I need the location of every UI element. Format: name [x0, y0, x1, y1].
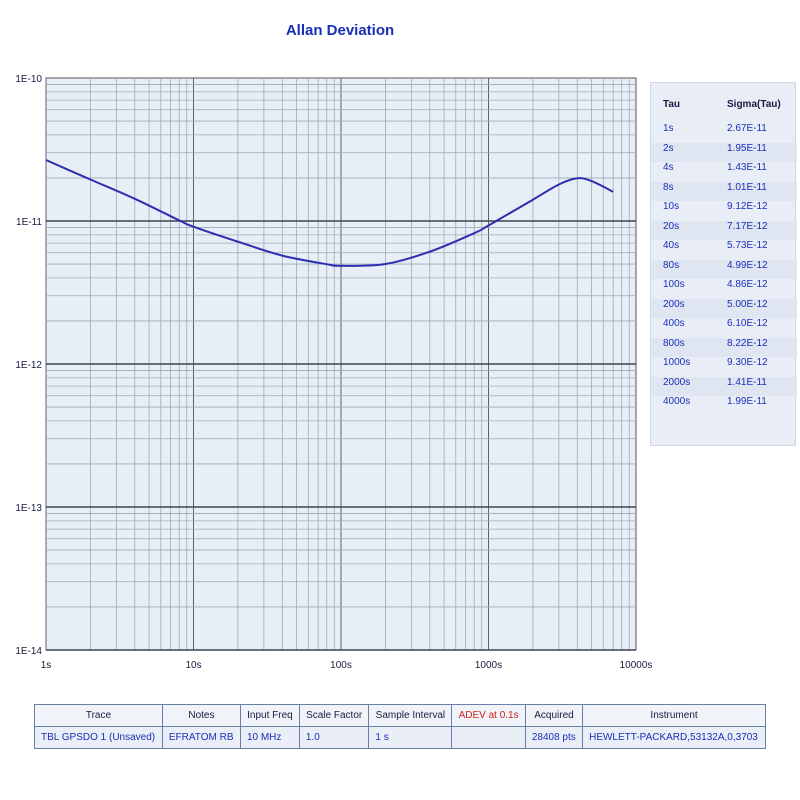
x-tick-label: 100s — [330, 660, 352, 671]
y-tick-label: 1E-13 — [15, 503, 42, 514]
tau-value: 2s — [663, 142, 674, 154]
col-acquired: Acquired — [524, 704, 584, 727]
sigma-value: 9.30E-12 — [727, 357, 768, 368]
tau-value: 4000s — [663, 396, 691, 407]
tau-value: 20s — [663, 220, 680, 232]
tau-row: 1s 2.67E-11 — [651, 123, 797, 142]
tau-header: Tau — [663, 99, 681, 110]
sigma-value: 1.99E-11 — [727, 396, 767, 407]
table-row[interactable]: TBL GPSDO 1 (Unsaved) EFRATOM RB 10 MHz … — [34, 726, 766, 749]
y-tick-label: 1E-10 — [15, 74, 42, 85]
sigma-value: 9.12E-12 — [727, 201, 768, 212]
col-instrument: Instrument — [582, 704, 766, 727]
acquired-cell: 28408 pts — [524, 726, 584, 749]
tau-value: 4s — [663, 162, 674, 173]
grid — [45, 78, 636, 651]
sigma-value: 1.01E-11 — [727, 181, 767, 193]
sigma-value: 5.00E-12 — [727, 298, 768, 310]
sigma-value: 2.67E-11 — [727, 123, 767, 134]
tau-row: 20s 7.17E-12 — [651, 220, 797, 240]
tau-row: 200s 5.00E-12 — [651, 298, 797, 318]
tau-value: 800s — [663, 337, 685, 349]
sigma-value: 4.99E-12 — [727, 259, 768, 271]
col-trace: Trace — [34, 704, 163, 727]
tau-value: 100s — [663, 279, 685, 290]
col-scale-factor: Scale Factor — [298, 704, 370, 727]
tau-row: 80s 4.99E-12 — [651, 259, 797, 279]
tau-row: 1000s 9.30E-12 — [651, 357, 797, 376]
sigma-value: 8.22E-12 — [727, 337, 768, 349]
tau-value: 40s — [663, 240, 680, 251]
adev-cell — [451, 726, 526, 749]
sigma-value: 5.73E-12 — [727, 240, 768, 251]
allan-deviation-plot: 1s 10s 100s 1000s 10000s 1E-10 1E-11 1E-12 1E-13… — [15, 74, 652, 671]
input-freq-cell: 10 MHz — [239, 726, 300, 749]
y-tick-label: 1E-14 — [15, 646, 42, 657]
sigma-value: 1.41E-11 — [727, 376, 767, 388]
tau-row: 4s 1.43E-11 — [651, 162, 797, 181]
col-notes: Notes — [161, 704, 241, 727]
tau-value: 80s — [663, 259, 680, 271]
tau-value: 1s — [663, 123, 674, 134]
sigma-value: 4.86E-12 — [727, 279, 768, 290]
tau-value: 400s — [663, 318, 685, 329]
tau-row: 8s 1.01E-11 — [651, 181, 797, 201]
trace-info-table: Trace Notes Input Freq Scale Factor Samp… — [34, 704, 766, 749]
tau-row: 100s 4.86E-12 — [651, 279, 797, 298]
tau-row: 10s 9.12E-12 — [651, 201, 797, 220]
tau-row: 2000s 1.41E-11 — [651, 376, 797, 396]
trace-table-header-row: Trace Notes Input Freq Scale Factor Samp… — [34, 704, 766, 727]
tau-value: 2000s — [663, 376, 691, 388]
trace-cell: TBL GPSDO 1 (Unsaved) — [34, 726, 163, 749]
x-tick-label: 10s — [185, 660, 201, 671]
tick-labels: 1s 10s 100s 1000s 10000s 1E-10 1E-11 1E-12 1E-13… — [15, 74, 652, 671]
sigma-header: Sigma(Tau) — [727, 99, 781, 110]
col-input-freq: Input Freq — [239, 704, 300, 727]
tau-row: 4000s 1.99E-11 — [651, 396, 797, 415]
series-line — [45, 159, 614, 267]
y-tick-label: 1E-12 — [15, 360, 42, 371]
col-sample-interval: Sample Interval — [368, 704, 453, 727]
tau-value: 10s — [663, 201, 680, 212]
tau-row: 800s 8.22E-12 — [651, 337, 797, 357]
sigma-value: 1.43E-11 — [727, 162, 767, 173]
tau-row: 2s 1.95E-11 — [651, 142, 797, 162]
x-tick-label: 1000s — [475, 660, 502, 671]
notes-cell: EFRATOM RB — [161, 726, 241, 749]
instrument-cell: HEWLETT-PACKARD,53132A,0,3703 — [582, 726, 766, 749]
y-tick-label: 1E-11 — [16, 217, 42, 228]
sigma-value: 6.10E-12 — [727, 318, 768, 329]
tau-row: 400s 6.10E-12 — [651, 318, 797, 337]
sample-interval-cell: 1 s — [368, 726, 453, 749]
sigma-value: 7.17E-12 — [727, 220, 768, 232]
x-tick-label: 1s — [41, 660, 52, 671]
x-tick-label: 10000s — [620, 660, 653, 671]
tau-value: 8s — [663, 181, 674, 193]
tau-sigma-table: Tau Sigma(Tau) 1s 2.67E-11 2s 1.95E-11 4s 1.4… — [650, 82, 797, 446]
tau-value: 200s — [663, 298, 685, 310]
tau-value: 1000s — [663, 357, 691, 368]
col-adev: ADEV at 0.1s — [451, 704, 526, 727]
scale-factor-cell: 1.0 — [298, 726, 370, 749]
chart-title: Allan Deviation — [285, 22, 395, 39]
sigma-value: 1.95E-11 — [727, 142, 767, 154]
tau-row: 40s 5.73E-12 — [651, 240, 797, 259]
